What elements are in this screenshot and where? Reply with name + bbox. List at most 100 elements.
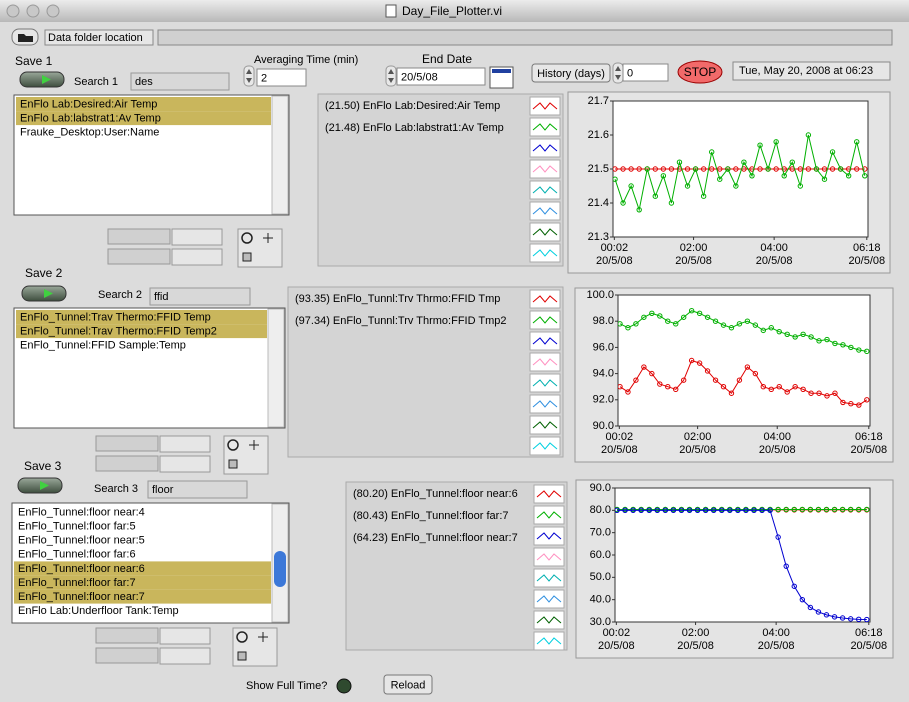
plot-style-icon[interactable]: [529, 222, 561, 242]
search-box[interactable]: [147, 480, 248, 499]
data-point: [710, 507, 717, 514]
spinner[interactable]: [385, 65, 397, 87]
show-full-time-led[interactable]: [336, 678, 352, 694]
list-item[interactable]: EnFlo_Tunnel:floor far:5: [18, 521, 136, 533]
folder-path[interactable]: [157, 29, 893, 46]
plot-style-icon[interactable]: [529, 138, 561, 158]
data-point: [717, 176, 723, 182]
cursor-button[interactable]: [159, 627, 211, 645]
search-value: floor: [152, 484, 174, 496]
cursor-button[interactable]: [159, 647, 211, 665]
plot-style-line: [532, 421, 558, 429]
data-point: [744, 364, 751, 370]
spinner[interactable]: [243, 65, 255, 87]
cursor-button[interactable]: [171, 228, 223, 246]
plot-style-icon[interactable]: [533, 526, 565, 546]
stop-button[interactable]: [677, 60, 723, 84]
y-tick-label: 21.7: [588, 95, 609, 107]
plot-style-icon[interactable]: [529, 331, 561, 351]
data-point: [807, 604, 814, 611]
search-box[interactable]: [130, 72, 230, 91]
cursor-button[interactable]: [171, 248, 223, 266]
list-item[interactable]: EnFlo_Tunnel:floor near:6: [18, 563, 145, 575]
list-item[interactable]: EnFlo_Tunnel:floor near:4: [18, 506, 145, 518]
plot-style-icon[interactable]: [529, 310, 561, 330]
plot-style-icon[interactable]: [533, 589, 565, 609]
save-label: Save 2: [25, 266, 63, 280]
list-item[interactable]: EnFlo_Tunnel:floor far:7: [18, 577, 136, 589]
plot-style-icon[interactable]: [533, 505, 565, 525]
data-point: [704, 314, 711, 320]
data-point: [815, 609, 822, 615]
cursor-field: [95, 455, 159, 472]
x-tick-date: 20/5/08: [850, 640, 887, 652]
data-point: [783, 563, 789, 569]
averaging-value-box[interactable]: [256, 68, 307, 87]
data-point: [662, 507, 669, 514]
zoom-icon[interactable]: [241, 232, 253, 244]
list-item[interactable]: EnFlo Lab:Desired:Air Temp: [20, 98, 157, 110]
data-point: [839, 615, 846, 621]
list-item[interactable]: Frauke_Desktop:User:Name: [20, 127, 159, 139]
plot-style-icon[interactable]: [533, 547, 565, 567]
plot-style-icon[interactable]: [529, 352, 561, 372]
plot-style-icon[interactable]: [529, 201, 561, 221]
plot-style-icon[interactable]: [529, 415, 561, 435]
plot-style-icon[interactable]: [533, 631, 565, 651]
data-point: [657, 381, 663, 387]
plot-style-icon[interactable]: [529, 96, 561, 116]
list-item[interactable]: EnFlo_Tunnel:floor far:6: [18, 549, 136, 561]
list-item[interactable]: EnFlo Lab:Underfloor Tank:Temp: [18, 605, 179, 617]
cursor-button[interactable]: [159, 455, 211, 473]
list-item[interactable]: EnFlo_Tunnel:FFID Sample:Temp: [20, 340, 186, 352]
plot-area: [617, 294, 871, 427]
data-point: [840, 342, 846, 348]
show-full-time-label: Show Full Time?: [246, 680, 327, 692]
history-value-box[interactable]: [622, 63, 669, 82]
data-point: [720, 384, 727, 390]
list-item[interactable]: EnFlo Lab:labstrat1:Av Temp: [20, 113, 161, 125]
data-point: [649, 370, 655, 377]
list-item[interactable]: EnFlo_Tunnel:Trav Thermo:FFID Temp2: [20, 326, 217, 338]
plot-style-icon[interactable]: [533, 568, 565, 588]
data-point: [864, 348, 870, 355]
data-point: [759, 507, 765, 514]
data-point: [622, 507, 628, 514]
window-title: Day_File_Plotter.vi: [402, 4, 502, 18]
data-point: [831, 614, 838, 620]
history-button[interactable]: [531, 63, 611, 83]
plot-style-icon[interactable]: [529, 243, 561, 263]
data-point: [832, 340, 838, 347]
plot-style-icon[interactable]: [529, 180, 561, 200]
data-point: [775, 534, 781, 540]
data-point: [668, 200, 675, 206]
y-tick-label: 21.3: [588, 231, 609, 243]
list-item[interactable]: EnFlo_Tunnel:floor near:5: [18, 535, 145, 547]
scroll-thumb[interactable]: [274, 551, 286, 587]
list-item[interactable]: EnFlo_Tunnel:Trav Thermo:FFID Temp: [20, 311, 211, 323]
plot-style-icon[interactable]: [533, 610, 565, 630]
zoom-icon[interactable]: [227, 439, 239, 451]
zoom-button[interactable]: [46, 4, 60, 18]
minimize-button[interactable]: [26, 4, 40, 18]
zoom-icon[interactable]: [236, 631, 248, 643]
plot-style-icon[interactable]: [529, 394, 561, 414]
stop-label: STOP: [684, 65, 716, 79]
plot-style-icon[interactable]: [529, 117, 561, 137]
data-point: [633, 321, 639, 327]
list-item[interactable]: EnFlo_Tunnel:floor near:7: [18, 591, 145, 603]
plot-style-line: [532, 102, 558, 110]
cursor-button[interactable]: [159, 435, 211, 453]
reload-button[interactable]: [383, 674, 433, 695]
plot-style-icon[interactable]: [529, 289, 561, 309]
plot-style-icon[interactable]: [529, 373, 561, 393]
search-box[interactable]: [149, 287, 251, 306]
plot-style-icon[interactable]: [529, 436, 561, 456]
end-date-value-box[interactable]: [396, 67, 486, 86]
data-point: [696, 360, 703, 366]
data-point: [751, 507, 757, 514]
cursor-field: [95, 435, 159, 452]
plot-style-icon[interactable]: [533, 484, 565, 504]
close-button[interactable]: [6, 4, 20, 18]
plot-style-icon[interactable]: [529, 159, 561, 179]
